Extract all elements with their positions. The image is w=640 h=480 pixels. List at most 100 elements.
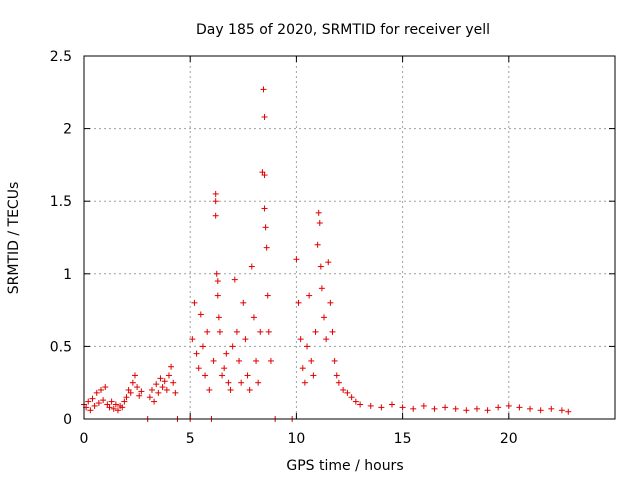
data-point — [163, 386, 170, 393]
data-point — [452, 405, 459, 412]
data-point — [250, 314, 257, 321]
data-point — [112, 401, 119, 408]
data-point — [213, 270, 220, 277]
data-point — [308, 357, 315, 364]
data-point — [367, 402, 374, 409]
data-point — [410, 405, 417, 412]
plot-frame — [83, 55, 616, 420]
y-tick-label: 2.5 — [50, 49, 72, 65]
data-point — [244, 372, 251, 379]
data-point — [329, 328, 336, 335]
data-point — [219, 372, 226, 379]
data-point — [93, 389, 100, 396]
data-point — [129, 379, 136, 386]
data-point — [261, 172, 268, 179]
data-point — [253, 357, 260, 364]
data-point — [236, 357, 243, 364]
data-point — [191, 299, 198, 306]
y-axis-label: SRMTID / TECUs — [6, 182, 22, 295]
data-points — [81, 86, 572, 422]
data-point — [216, 328, 223, 335]
data-point — [214, 278, 221, 285]
data-point — [138, 388, 145, 395]
data-point — [214, 292, 221, 299]
data-point — [91, 402, 98, 409]
data-point — [335, 379, 342, 386]
x-tick-label: 20 — [500, 431, 518, 447]
data-point — [301, 379, 308, 386]
data-point — [100, 397, 107, 404]
data-point — [537, 407, 544, 414]
data-point — [202, 372, 209, 379]
data-point — [89, 395, 96, 402]
data-point — [87, 407, 94, 414]
x-tick-label: 15 — [394, 431, 412, 447]
data-point — [195, 365, 202, 372]
data-point — [248, 263, 255, 270]
data-point — [229, 343, 236, 350]
data-point — [121, 398, 128, 405]
data-point — [314, 241, 321, 248]
data-point — [148, 386, 155, 393]
data-point — [212, 212, 219, 219]
data-point — [495, 404, 502, 411]
data-point — [215, 314, 222, 321]
x-axis-label: GPS time / hours — [286, 458, 403, 474]
data-point — [264, 292, 271, 299]
data-point — [299, 365, 306, 372]
data-point — [388, 401, 395, 408]
data-point — [378, 404, 385, 411]
data-point — [240, 299, 247, 306]
data-point — [348, 394, 355, 401]
data-point — [242, 336, 249, 343]
data-point — [352, 398, 359, 405]
data-point — [548, 405, 555, 412]
data-point — [315, 209, 322, 216]
data-point — [310, 372, 317, 379]
data-point — [161, 378, 168, 385]
data-point — [151, 398, 158, 405]
data-point — [199, 343, 206, 350]
data-point — [168, 363, 175, 370]
x-tick-labels: 0 5 10 15 20 — [80, 431, 518, 447]
data-point — [212, 190, 219, 197]
data-point — [123, 394, 130, 401]
data-point — [238, 379, 245, 386]
data-point — [212, 198, 219, 205]
data-point — [261, 113, 268, 120]
data-point — [165, 372, 172, 379]
data-point — [340, 386, 347, 393]
data-point — [318, 285, 325, 292]
data-point — [527, 405, 534, 412]
data-point — [317, 263, 324, 270]
data-point — [114, 407, 121, 414]
data-point — [327, 299, 334, 306]
data-point — [344, 389, 351, 396]
data-point — [257, 328, 264, 335]
data-point — [108, 398, 115, 405]
data-point — [210, 357, 217, 364]
data-point — [331, 357, 338, 364]
data-point — [261, 205, 268, 212]
y-tick-label: 1 — [63, 267, 72, 283]
data-point — [193, 350, 200, 357]
data-point — [484, 407, 491, 414]
data-point — [255, 379, 262, 386]
data-point — [293, 256, 300, 263]
data-point — [473, 405, 480, 412]
y-tick-label: 2 — [63, 122, 72, 138]
data-point — [136, 392, 143, 399]
data-point — [189, 336, 196, 343]
data-point — [223, 350, 230, 357]
data-point — [399, 404, 406, 411]
data-point — [172, 389, 179, 396]
x-tick-label: 10 — [287, 431, 305, 447]
data-point — [204, 328, 211, 335]
data-point — [159, 384, 166, 391]
data-point — [206, 386, 213, 393]
data-point — [85, 398, 92, 405]
data-point — [323, 336, 330, 343]
data-point — [265, 328, 272, 335]
y-tick-label: 0 — [63, 412, 72, 428]
